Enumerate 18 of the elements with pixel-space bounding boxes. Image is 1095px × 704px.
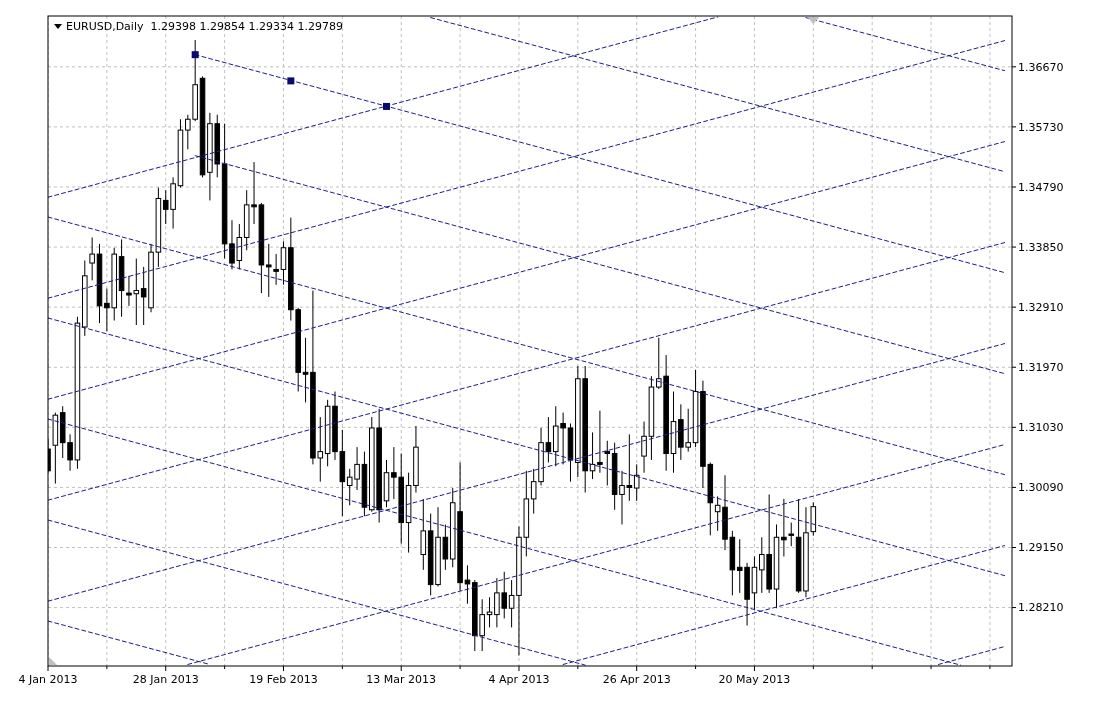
- y-tick-label: 1.31970: [1018, 361, 1064, 375]
- x-tick-label: 19 Feb 2013: [249, 673, 318, 686]
- y-tick-label: 1.29150: [1018, 541, 1064, 555]
- x-tick-label: 20 May 2013: [718, 673, 791, 686]
- x-tick-label: 4 Jan 2013: [18, 673, 78, 686]
- y-tick-label: 1.35730: [1018, 120, 1064, 134]
- x-tick-label: 13 Mar 2013: [366, 673, 437, 686]
- x-tick-label: 26 Apr 2013: [602, 673, 671, 686]
- y-tick-label: 1.33850: [1018, 240, 1064, 254]
- x-tick-label: 28 Jan 2013: [132, 673, 199, 686]
- y-tick-label: 1.36670: [1018, 60, 1064, 74]
- y-tick-label: 1.30090: [1018, 481, 1064, 495]
- y-tick-label: 1.34790: [1018, 180, 1064, 194]
- chart-title: EURUSD,Daily 1.29398 1.29854 1.29334 1.29789: [66, 20, 343, 33]
- y-tick-label: 1.32910: [1018, 301, 1064, 314]
- y-tick-label: 1.31030: [1018, 421, 1064, 435]
- y-tick-label: 1.28210: [1018, 601, 1064, 615]
- x-tick-label: 4 Apr 2013: [488, 673, 550, 686]
